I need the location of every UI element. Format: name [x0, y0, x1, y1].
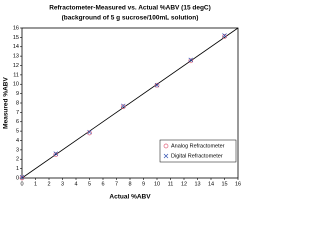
- legend-box: [159, 139, 237, 163]
- x-tick-label: 8: [128, 181, 131, 187]
- y-tick-label: 8: [16, 100, 19, 106]
- y-tick-label: 1: [16, 166, 19, 172]
- legend-marker: [163, 143, 169, 149]
- x-tick-label: 3: [61, 181, 64, 187]
- y-tick-label: 15: [13, 35, 19, 41]
- background: [0, 0, 248, 203]
- y-tick-label: 11: [13, 72, 19, 78]
- reference-line: [21, 27, 239, 179]
- y-tick-label: 7: [16, 110, 19, 116]
- point: [87, 129, 92, 135]
- chart: Refractometer-Measured vs. Actual %ABV (…: [0, 0, 248, 203]
- point: [222, 33, 227, 38]
- x-tick-label: 15: [221, 181, 227, 187]
- point: [154, 82, 160, 88]
- point: [154, 82, 160, 88]
- x-tick-label: 14: [208, 181, 214, 187]
- x-tick-label: 13: [194, 181, 200, 187]
- y-tick-label: 14: [13, 44, 19, 50]
- y-tick-label: 3: [16, 147, 19, 153]
- chart-subtitle: (background of 5 g sucrose/100mL solutio…: [62, 15, 199, 22]
- x-tick-label: 6: [101, 181, 104, 187]
- point: [53, 152, 59, 157]
- x-tick-label: 11: [168, 181, 174, 187]
- point: [121, 103, 126, 109]
- y-tick-label: 10: [13, 82, 19, 88]
- point: [222, 34, 227, 39]
- x-tick-label: 12: [181, 181, 187, 187]
- x-tick-label: 4: [74, 181, 77, 187]
- x-tick-label: 10: [154, 181, 160, 187]
- chart-title: Refractometer-Measured vs. Actual %ABV (…: [49, 5, 211, 12]
- legend-label: Analog Refractometer: [171, 143, 225, 149]
- point: [19, 175, 25, 181]
- y-tick-label: 16: [13, 25, 19, 31]
- point: [188, 57, 193, 63]
- y-tick-label: 6: [16, 119, 19, 125]
- y-tick-label: 4: [16, 138, 19, 144]
- point: [19, 174, 25, 180]
- y-tick-label: 12: [13, 63, 19, 69]
- y-tick-label: 2: [16, 157, 19, 163]
- legend-marker: [163, 153, 169, 159]
- point: [188, 58, 194, 64]
- x-tick-label: 1: [34, 181, 37, 187]
- x-tick-label: 9: [142, 181, 145, 187]
- y-tick-label: 9: [16, 91, 19, 97]
- y-tick-label: 13: [13, 54, 19, 60]
- point: [87, 130, 92, 136]
- legend-label: Digital Refractometer: [171, 153, 223, 159]
- y-tick-label: 0: [16, 175, 19, 181]
- x-tick-label: 2: [47, 181, 50, 187]
- x-tick-label: 0: [20, 181, 23, 187]
- x-axis-label: Actual %ABV: [109, 194, 151, 201]
- point: [53, 151, 58, 156]
- x-tick-label: 7: [115, 181, 118, 187]
- x-tick-label: 16: [235, 181, 241, 187]
- y-tick-label: 5: [16, 129, 19, 135]
- y-axis-label: Measured %ABV: [3, 77, 10, 129]
- point: [120, 104, 126, 110]
- x-tick-label: 5: [88, 181, 91, 187]
